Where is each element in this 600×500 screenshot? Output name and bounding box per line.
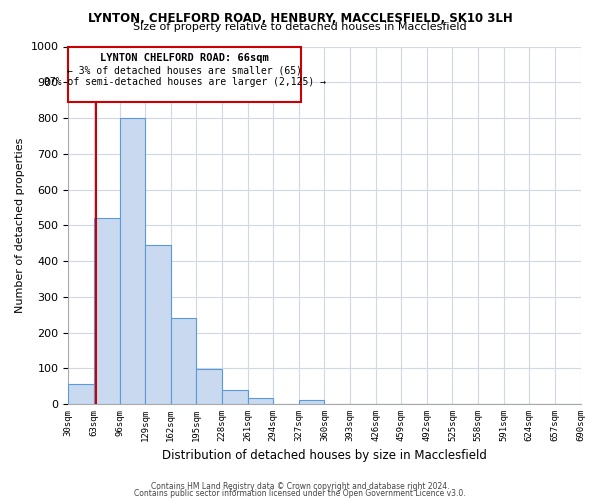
Bar <box>299 400 325 404</box>
Text: 97% of semi-detached houses are larger (2,125) →: 97% of semi-detached houses are larger (… <box>44 78 326 88</box>
Text: LYNTON, CHELFORD ROAD, HENBURY, MACCLESFIELD, SK10 3LH: LYNTON, CHELFORD ROAD, HENBURY, MACCLESF… <box>88 12 512 24</box>
X-axis label: Distribution of detached houses by size in Macclesfield: Distribution of detached houses by size … <box>162 450 487 462</box>
Bar <box>248 398 273 404</box>
Bar <box>68 384 94 404</box>
Text: Size of property relative to detached houses in Macclesfield: Size of property relative to detached ho… <box>133 22 467 32</box>
Text: Contains public sector information licensed under the Open Government Licence v3: Contains public sector information licen… <box>134 489 466 498</box>
FancyBboxPatch shape <box>68 46 301 102</box>
Bar <box>145 245 171 404</box>
Bar <box>171 318 196 404</box>
Text: LYNTON CHELFORD ROAD: 66sqm: LYNTON CHELFORD ROAD: 66sqm <box>100 53 269 63</box>
Bar <box>196 370 222 404</box>
Text: Contains HM Land Registry data © Crown copyright and database right 2024.: Contains HM Land Registry data © Crown c… <box>151 482 449 491</box>
Bar <box>94 218 119 404</box>
Bar <box>119 118 145 404</box>
Y-axis label: Number of detached properties: Number of detached properties <box>15 138 25 313</box>
Text: ← 3% of detached houses are smaller (65): ← 3% of detached houses are smaller (65) <box>67 66 302 76</box>
Bar <box>222 390 248 404</box>
